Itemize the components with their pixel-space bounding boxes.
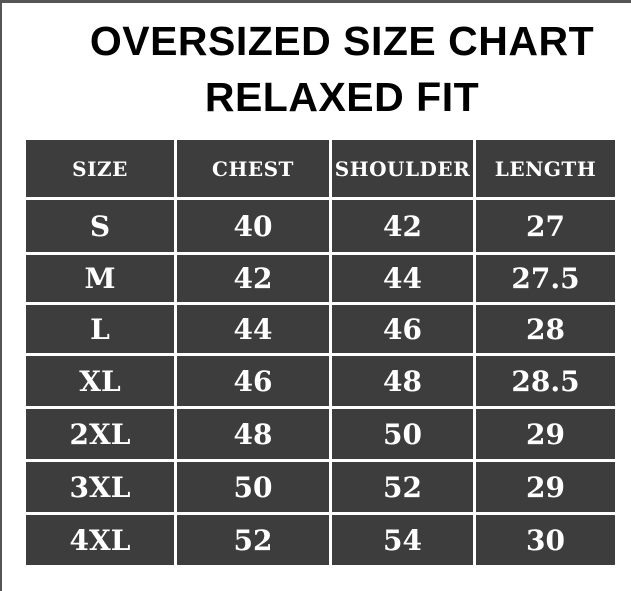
cell-chest: 52 xyxy=(177,515,329,565)
table-row: L 44 46 28 xyxy=(26,305,615,353)
cell-shoulder: 48 xyxy=(332,356,473,406)
cell-chest: 42 xyxy=(177,255,329,302)
frame-border-top xyxy=(0,0,631,3)
table-row: XL 46 48 28.5 xyxy=(26,356,615,406)
chart-title: OVERSIZED SIZE CHART xyxy=(89,18,595,64)
cell-length: 30 xyxy=(476,515,615,565)
cell-length: 28 xyxy=(476,305,615,353)
cell-shoulder: 44 xyxy=(332,255,473,302)
cell-chest: 40 xyxy=(177,200,329,252)
cell-shoulder: 54 xyxy=(332,515,473,565)
cell-size: L xyxy=(26,305,174,353)
cell-shoulder: 52 xyxy=(332,462,473,512)
header-size: SIZE xyxy=(26,140,174,197)
cell-chest: 50 xyxy=(177,462,329,512)
size-chart-table: SIZE CHEST SHOULDER LENGTH S 40 42 27 M 42 44 2… xyxy=(23,137,618,568)
cell-chest: 44 xyxy=(177,305,329,353)
header-chest: CHEST xyxy=(177,140,329,197)
cell-chest: 46 xyxy=(177,356,329,406)
cell-length: 29 xyxy=(476,409,615,459)
frame-border-left xyxy=(0,0,2,591)
table-row: 2XL 48 50 29 xyxy=(26,409,615,459)
cell-shoulder: 42 xyxy=(332,200,473,252)
header-shoulder: SHOULDER xyxy=(332,140,473,197)
cell-size: 4XL xyxy=(26,515,174,565)
cell-size: S xyxy=(26,200,174,252)
cell-length: 27 xyxy=(476,200,615,252)
cell-shoulder: 46 xyxy=(332,305,473,353)
cell-size: 2XL xyxy=(26,409,174,459)
cell-shoulder: 50 xyxy=(332,409,473,459)
cell-length: 27.5 xyxy=(476,255,615,302)
table-row: 4XL 52 54 30 xyxy=(26,515,615,565)
cell-length: 29 xyxy=(476,462,615,512)
table-row: 3XL 50 52 29 xyxy=(26,462,615,512)
table-row: M 42 44 27.5 xyxy=(26,255,615,302)
table-header-row: SIZE CHEST SHOULDER LENGTH xyxy=(26,140,615,197)
cell-size: XL xyxy=(26,356,174,406)
cell-chest: 48 xyxy=(177,409,329,459)
cell-size: 3XL xyxy=(26,462,174,512)
cell-size: M xyxy=(26,255,174,302)
chart-subtitle: RELAXED FIT xyxy=(204,74,480,120)
header-length: LENGTH xyxy=(476,140,615,197)
table-row: S 40 42 27 xyxy=(26,200,615,252)
cell-length: 28.5 xyxy=(476,356,615,406)
